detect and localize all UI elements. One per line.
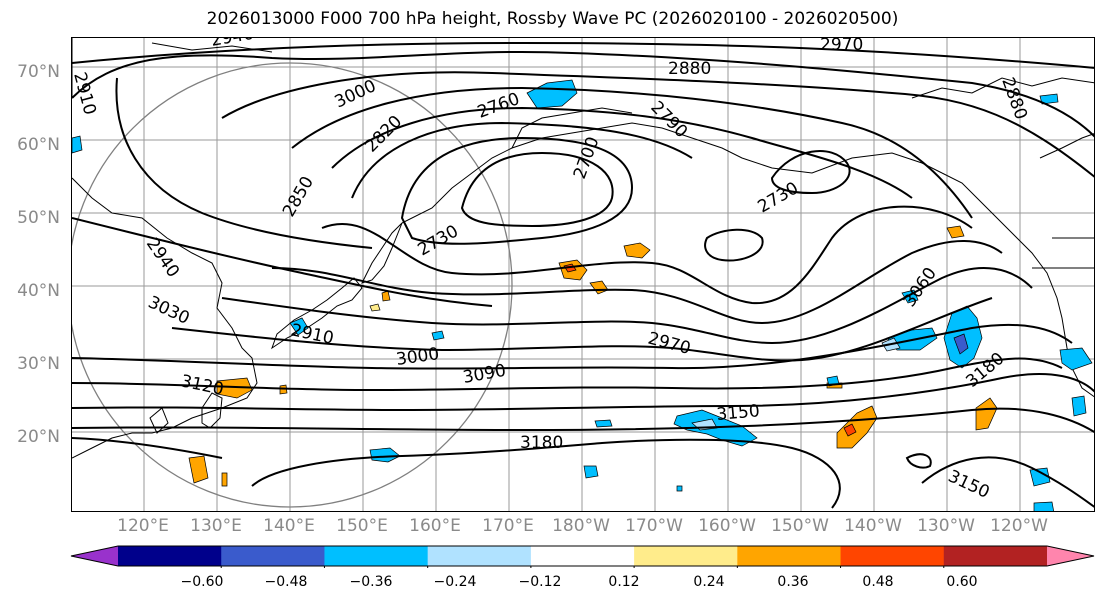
colorbar-tick-label: −0.12 bbox=[518, 574, 562, 590]
contour-label: 2940 bbox=[142, 234, 183, 281]
lon-label-150e: 150°E bbox=[336, 516, 388, 536]
lon-label-130w: 130°W bbox=[917, 516, 975, 536]
contour-label: 3090 bbox=[461, 361, 507, 388]
anomaly-shading bbox=[72, 79, 1093, 511]
lat-label-70n: 70°N bbox=[17, 62, 60, 82]
contour-label: 2730 bbox=[755, 178, 802, 217]
lon-label-140e: 140°E bbox=[263, 516, 315, 536]
colorbar-outline bbox=[70, 545, 1095, 567]
colorbar-tick-label: −0.48 bbox=[264, 574, 308, 590]
colorbar-box bbox=[737, 546, 842, 566]
colorbar-tick-label: −0.24 bbox=[433, 574, 477, 590]
contour-label: 2880 bbox=[997, 75, 1031, 122]
contour-label: 3150 bbox=[945, 466, 993, 502]
contour-label: 2910 bbox=[72, 70, 100, 117]
colorbar-box bbox=[530, 546, 635, 566]
map-panel: 2940 2970 2880 2910 3000 2760 2790 2880 … bbox=[71, 37, 1095, 512]
colorbar-box bbox=[943, 546, 1048, 566]
contour-label: 3150 bbox=[716, 401, 761, 425]
colorbar-box bbox=[118, 546, 222, 566]
contour-label: 3060 bbox=[900, 264, 941, 311]
colorbar-box bbox=[221, 546, 325, 566]
colorbar-box bbox=[634, 546, 738, 566]
contour-label: 2970 bbox=[646, 329, 693, 360]
map-canvas: 2940 2970 2880 2910 3000 2760 2790 2880 … bbox=[72, 38, 1094, 511]
lat-label-60n: 60°N bbox=[17, 135, 60, 155]
lon-label-150w: 150°W bbox=[771, 516, 829, 536]
height-contours bbox=[72, 41, 1094, 509]
colorbar-extension-low bbox=[71, 546, 118, 566]
lon-label-140w: 140°W bbox=[844, 516, 902, 536]
lat-label-40n: 40°N bbox=[17, 281, 60, 301]
radius-circle bbox=[72, 62, 513, 508]
colorbar bbox=[70, 545, 1095, 568]
lon-label-160e: 160°E bbox=[409, 516, 461, 536]
contour-label: 2730 bbox=[415, 221, 462, 260]
lon-label-170e: 170°E bbox=[482, 516, 534, 536]
map-title: 2026013000 F000 700 hPa height, Rossby W… bbox=[206, 9, 899, 29]
lon-label-160w: 160°W bbox=[698, 516, 756, 536]
contour-label: 2880 bbox=[668, 59, 711, 79]
contour-label: 3120 bbox=[179, 371, 225, 400]
lon-label-130e: 130°E bbox=[190, 516, 242, 536]
colorbar-box bbox=[324, 546, 429, 566]
lon-label-120e: 120°E bbox=[117, 516, 169, 536]
colorbar-extension-high bbox=[1047, 546, 1094, 566]
colorbar-tick-label: 0.12 bbox=[608, 574, 640, 590]
colorbar-segments bbox=[70, 545, 1095, 568]
colorbar-box bbox=[840, 546, 945, 566]
lat-label-30n: 30°N bbox=[17, 354, 60, 374]
contour-label: 2910 bbox=[289, 320, 335, 349]
colorbar-tick-label: 0.36 bbox=[777, 574, 809, 590]
contour-label: 2820 bbox=[361, 112, 406, 157]
lat-label-50n: 50°N bbox=[17, 208, 60, 228]
contour-label: 3030 bbox=[145, 292, 193, 328]
lat-label-20n: 20°N bbox=[17, 427, 60, 447]
colorbar-tick-label: 0.24 bbox=[693, 574, 725, 590]
colorbar-box bbox=[427, 546, 532, 566]
colorbar-tick-label: −0.60 bbox=[180, 574, 224, 590]
colorbar-tick-label: 0.48 bbox=[862, 574, 894, 590]
contour-label: 3180 bbox=[520, 433, 563, 453]
lon-label-180w: 180°W bbox=[552, 516, 610, 536]
colorbar-tick-label: −0.36 bbox=[349, 574, 393, 590]
lon-label-170w: 170°W bbox=[625, 516, 683, 536]
contour-label: 2760 bbox=[475, 89, 522, 123]
contour-label: 2970 bbox=[820, 38, 863, 55]
lon-label-120w: 120°W bbox=[990, 516, 1048, 536]
colorbar-tick-label: 0.60 bbox=[946, 574, 978, 590]
